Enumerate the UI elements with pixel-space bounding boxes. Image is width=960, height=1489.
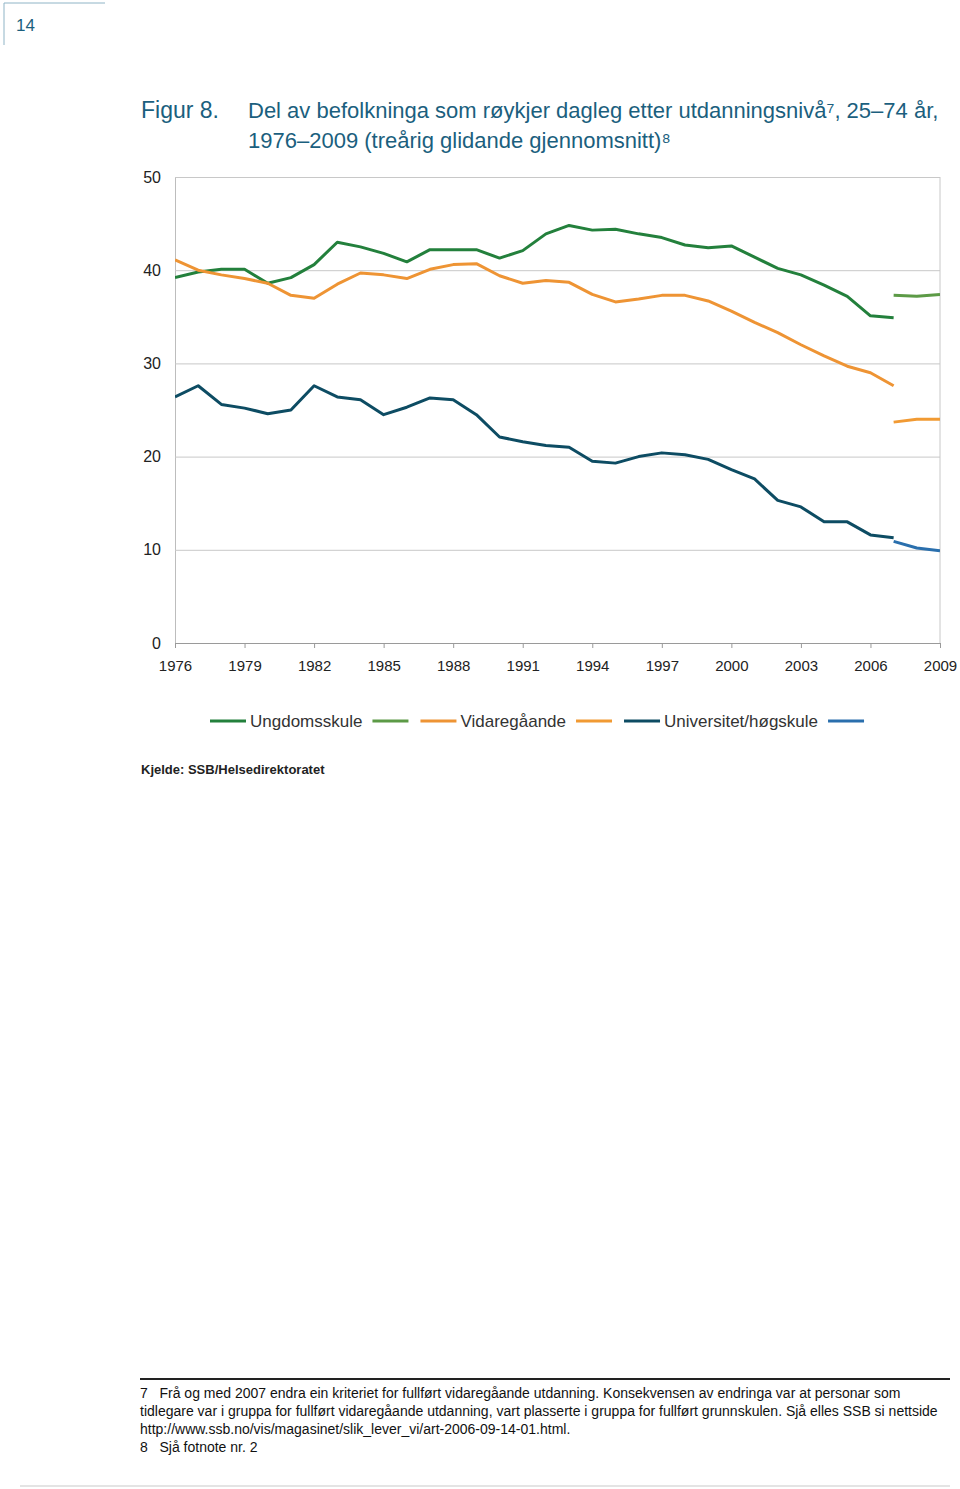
legend-swatch: [828, 720, 864, 723]
x-tick-label: 2003: [785, 657, 818, 674]
grid-line: [175, 363, 940, 364]
x-tick-mark: [940, 643, 941, 648]
x-tick-label: 1979: [228, 657, 261, 674]
x-tick: 2006: [854, 643, 887, 674]
x-tick: 1997: [646, 643, 679, 674]
x-tick-mark: [314, 643, 315, 648]
legend-swatch: [210, 720, 246, 723]
y-tick-label: 40: [143, 262, 161, 279]
x-tick-mark: [245, 643, 246, 648]
grid-line: [175, 270, 940, 271]
x-tick-label: 1982: [298, 657, 331, 674]
footnote-rule: [140, 1378, 950, 1380]
legend: Ungdomsskule Vidaregåande Universitet/høgs…: [210, 712, 864, 731]
footnote: 8 Sjå fotnote nr. 2: [140, 1438, 955, 1456]
grid-line: [175, 457, 940, 458]
source: Kjelde: SSB/Helsedirektoratet: [141, 762, 325, 777]
y-tick-label: 0: [152, 635, 161, 652]
y-tick: 20: [143, 448, 940, 465]
x-tick-mark: [592, 643, 593, 648]
x-tick: 2009: [924, 643, 957, 674]
legend-label: Ungdomsskule: [250, 712, 362, 731]
x-axis-line: [176, 643, 941, 644]
grid-line: [175, 177, 940, 178]
series-line: [175, 260, 894, 386]
x-tick-mark: [870, 643, 871, 648]
x-tick: 1991: [507, 643, 540, 674]
legend-swatch: [576, 720, 612, 723]
x-tick-label: 1994: [576, 657, 609, 674]
footnote-number: 8: [140, 1439, 148, 1455]
y-tick-label: 10: [143, 541, 161, 558]
x-tick: 1976: [159, 643, 192, 674]
x-tick-mark: [523, 643, 524, 648]
series-line: [894, 419, 940, 422]
x-tick-mark: [175, 643, 176, 648]
x-tick: 1985: [367, 643, 400, 674]
x-tick-label: 2000: [715, 657, 748, 674]
plot-lines: [175, 225, 940, 550]
x-tick-label: 1997: [646, 657, 679, 674]
footnote: 7 Frå og med 2007 endra ein kriteriet fo…: [140, 1384, 955, 1438]
x-tick: 1994: [576, 643, 609, 674]
legend-swatch: [420, 720, 456, 723]
legend-label: Vidaregåande: [460, 712, 566, 731]
page-bottom-rule: [20, 1486, 950, 1487]
y-tick: 0: [152, 635, 940, 652]
x-tick-mark: [801, 643, 802, 648]
x-tick-label: 1988: [437, 657, 470, 674]
legend-swatch: [372, 720, 408, 723]
y-tick: 10: [143, 541, 940, 558]
y-tick-label: 20: [143, 448, 161, 465]
x-tick-label: 1985: [367, 657, 400, 674]
x-tick: 2003: [785, 643, 818, 674]
page-number: 14: [16, 16, 35, 35]
x-tick-mark: [384, 643, 385, 648]
y-tick: 30: [143, 355, 940, 372]
footnote-text: Frå og med 2007 endra ein kriteriet for …: [140, 1385, 938, 1437]
series-line: [175, 225, 894, 317]
page: 14 Figur 8. Del av befolkninga som røykjer…: [0, 0, 960, 1489]
legend-label: Universitet/høgskule: [664, 712, 818, 731]
y-tick-label: 30: [143, 355, 161, 372]
y-tick: 40: [143, 262, 940, 279]
y-tick: 50: [143, 169, 940, 186]
series-line: [894, 294, 940, 296]
x-tick: 1982: [298, 643, 331, 674]
chart-title: Del av befolkninga som røykjer dagleg et…: [248, 98, 938, 153]
page-corner: [4, 3, 105, 45]
x-tick-label: 2009: [924, 657, 957, 674]
plot-frame-right: [940, 177, 941, 643]
footnote-number: 7: [140, 1385, 148, 1401]
series-line: [894, 541, 940, 550]
x-axis: 1976 1979 1982 1985 1988 1991 1994 1997 2000 2003…: [159, 643, 957, 674]
x-tick-mark: [453, 643, 454, 648]
figure-label: Figur 8.: [141, 97, 219, 123]
y-axis: 0 10 20 30 40 50: [143, 169, 940, 652]
x-tick-label: 1991: [507, 657, 540, 674]
y-tick-label: 50: [143, 169, 161, 186]
y-axis-line: [175, 178, 176, 644]
x-tick-label: 2006: [854, 657, 887, 674]
x-tick-label: 1976: [159, 657, 192, 674]
legend-swatch: [624, 720, 660, 723]
footnote-text: Sjå fotnote nr. 2: [159, 1439, 257, 1455]
grid-line: [175, 550, 940, 551]
series-line: [175, 386, 894, 538]
grid-line: [175, 643, 940, 644]
x-tick: 2000: [715, 643, 748, 674]
x-tick-mark: [662, 643, 663, 648]
x-tick: 1979: [228, 643, 261, 674]
x-tick-mark: [731, 643, 732, 648]
footnotes: 7 Frå og med 2007 endra ein kriteriet fo…: [140, 1384, 955, 1456]
x-tick: 1988: [437, 643, 470, 674]
